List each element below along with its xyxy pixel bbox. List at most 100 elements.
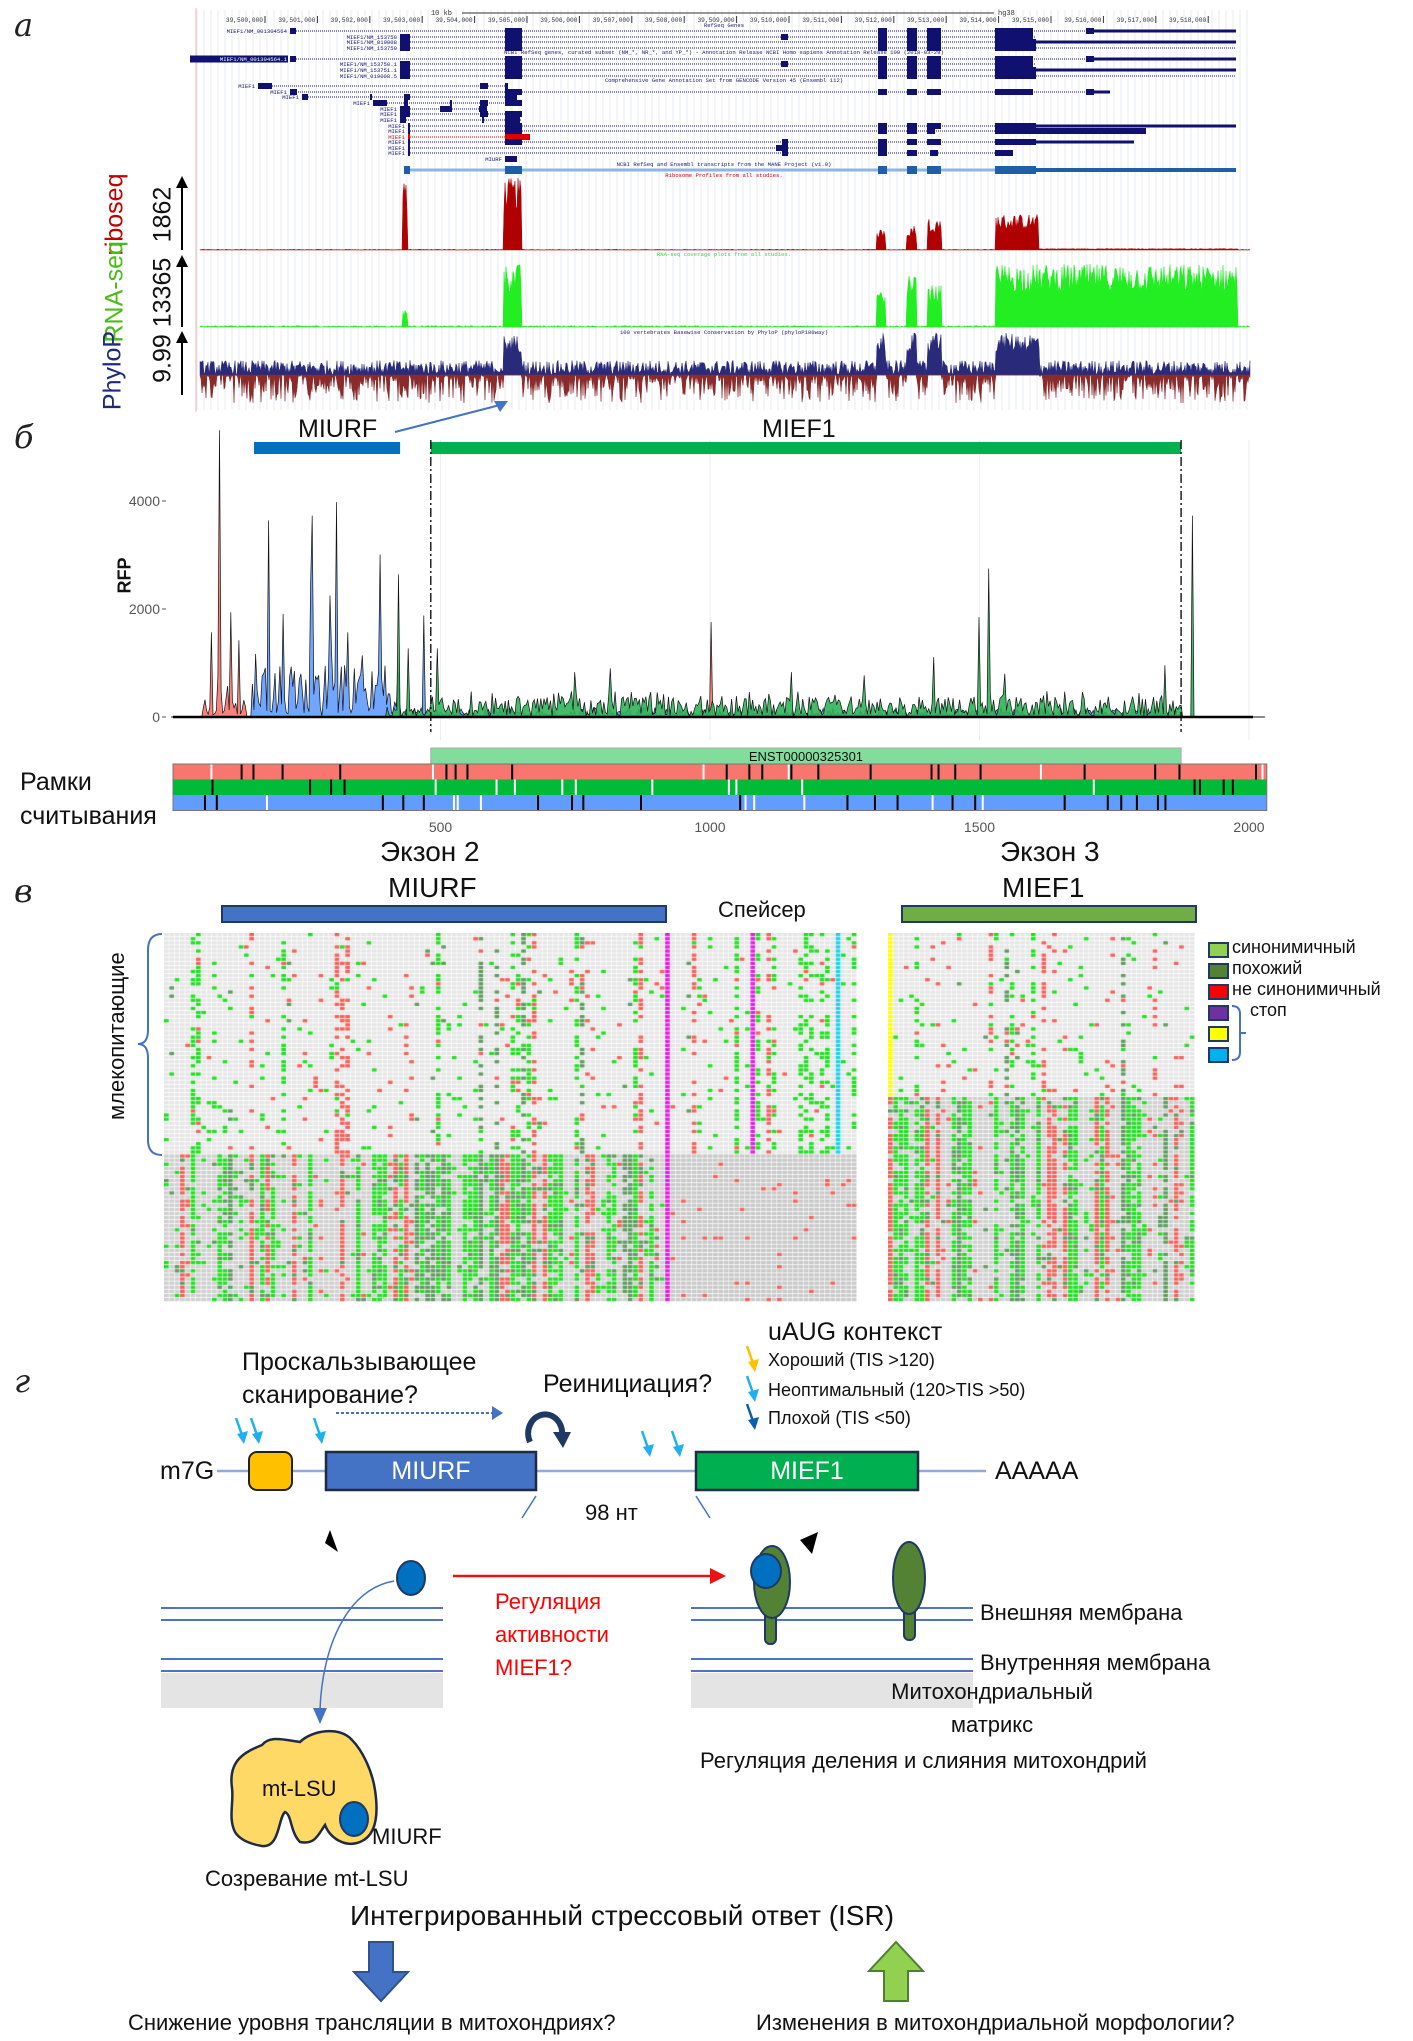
legend-swatch (1208, 1026, 1229, 1042)
exon (408, 145, 410, 151)
miurf-orf-label: MIURF (391, 1457, 471, 1485)
transcript-label: MIEF1 (270, 89, 287, 96)
exon (408, 134, 410, 140)
coordinate-tick: 39,505,000 (488, 17, 525, 24)
import-arrow (319, 1580, 395, 1711)
transcript-label: ENST00000325301 (749, 749, 863, 764)
mane-utr (1036, 168, 1236, 172)
panel-label-b: б (14, 418, 34, 456)
alignment-miurf-spacer (164, 933, 857, 1302)
uaug-arrow-icon-head (673, 1444, 684, 1457)
uaug-arrow-icon-head (643, 1444, 654, 1457)
exon (505, 56, 522, 62)
exon (480, 83, 488, 89)
transcript-label: MIEF1 (282, 94, 299, 101)
exon (400, 111, 410, 117)
cap-label: m7G (160, 1457, 215, 1485)
exon (927, 34, 941, 40)
exon (995, 123, 1036, 129)
exon (505, 156, 517, 162)
reinitiation-arrow (525, 1411, 566, 1444)
arrowhead (494, 401, 508, 412)
exon (505, 28, 522, 34)
matrix-label: Митохондриальный матрикс (872, 1675, 1112, 1741)
exon (878, 89, 887, 95)
exon (776, 145, 788, 151)
exon (878, 67, 887, 73)
track-title: RNA-seq coverage plots from all studies. (657, 251, 791, 258)
matrix-line1: Митохондриальный (891, 1679, 1093, 1704)
poor-uaug-icon-head (748, 1417, 759, 1430)
exon (479, 106, 487, 112)
legend-swatch (1208, 984, 1229, 1000)
exon (995, 67, 1036, 73)
leaky-scanning-line1: Проскальзывающее (242, 1348, 477, 1376)
exon (290, 56, 296, 62)
exon (1086, 28, 1094, 34)
legend-label: синонимичный (1232, 937, 1356, 957)
exon (995, 28, 1033, 34)
outer-membrane-label: Внешняя мембрана (980, 1600, 1183, 1625)
mane-exon (927, 166, 941, 174)
reinitiation-label: Реинициация? (543, 1370, 713, 1398)
reading-frame-3 (173, 795, 1267, 811)
utr (1036, 40, 1236, 44)
coordinate-tick: 39,509,000 (697, 17, 734, 24)
exon (930, 150, 938, 156)
exon (400, 34, 410, 40)
exon (400, 73, 410, 79)
transcript-label: MIEF1 (388, 128, 405, 135)
regulation-line1: Регуляция (495, 1589, 602, 1614)
exon (907, 128, 917, 134)
header-miurf: MIURF (388, 872, 477, 903)
coordinate-tick: 39,512,000 (855, 17, 892, 24)
y-tick-label: 4000 (129, 493, 160, 509)
legend-swatch (1208, 1047, 1229, 1063)
exon (1086, 89, 1094, 95)
polya-label: AAAAA (995, 1457, 1079, 1485)
exon (408, 139, 410, 145)
exon (505, 128, 522, 134)
import-arrowhead (313, 1708, 327, 1724)
mane-exon (878, 166, 887, 174)
transcript-label: MIEF1/NM_153750.1 (340, 61, 398, 68)
utr (1036, 68, 1236, 72)
exon (907, 123, 917, 129)
uaug-arrow-icon-head (252, 1431, 263, 1444)
exon (781, 61, 788, 67)
uaug-title: uAUG контекст (768, 1318, 943, 1346)
regulation-line3: MIEF1? (495, 1655, 573, 1680)
exon (907, 39, 917, 45)
exon (302, 94, 308, 100)
exon (480, 111, 488, 117)
transcript-label: MIEF1/NM_153751.1 (340, 67, 398, 74)
transcript-label: MIEF1/NM_001304564.1 (220, 56, 288, 63)
transcript-label: MIEF1 (388, 145, 405, 152)
alignment-mief1 (888, 933, 1195, 1302)
inner-membrane-label: Внутренняя мембрана (980, 1650, 1211, 1675)
exon (878, 45, 887, 51)
miurf-orf-box (324, 1450, 538, 1492)
coordinate-tick: 39,500,000 (226, 17, 263, 24)
regulation-label: Регуляция активности MIEF1? (495, 1585, 609, 1684)
utr (1036, 140, 1134, 144)
coordinate-tick: 39,517,000 (1117, 17, 1154, 24)
exon (505, 67, 522, 73)
uaug-legend-good: Хороший (TIS >120) (768, 1350, 935, 1370)
legend-swatch (1208, 963, 1229, 979)
legend-swatch (1208, 1005, 1229, 1021)
exon (505, 39, 522, 45)
exon (878, 34, 887, 40)
miurf-bound-label: MIURF (372, 1824, 442, 1849)
exon (927, 67, 941, 73)
coordinate-tick: 39,502,000 (331, 17, 368, 24)
increase-arrow-icon (866, 1940, 926, 2002)
exon (995, 89, 1033, 95)
exon (505, 73, 522, 79)
leaky-scanning-arrowhead (492, 1406, 503, 1420)
exon (373, 100, 387, 106)
exon (505, 111, 522, 117)
exon (505, 61, 522, 67)
exon (878, 73, 887, 79)
